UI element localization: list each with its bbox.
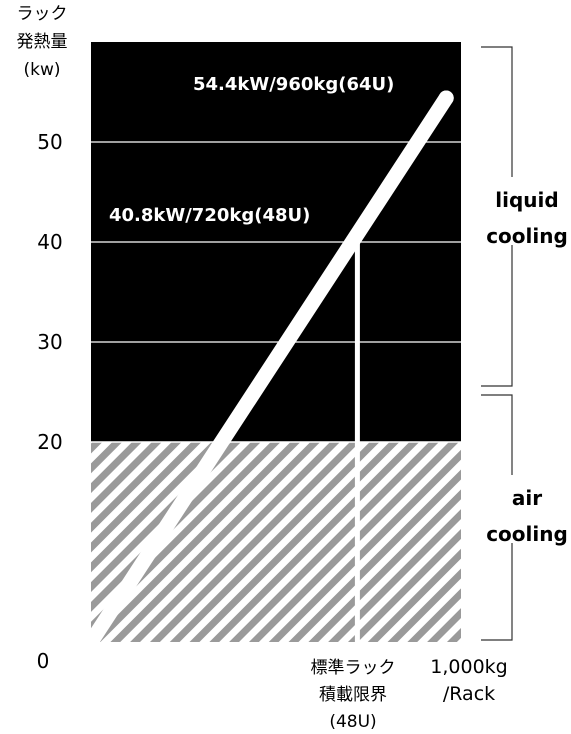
x-label-720-line-2: (48U) bbox=[329, 712, 376, 732]
data-point-0 bbox=[91, 634, 99, 642]
x-label-1000-line-1: /Rack bbox=[443, 683, 495, 705]
y-axis-ticks: 0 20 30 40 50 bbox=[37, 130, 63, 673]
x-label-1000-line-0: 1,000kg bbox=[430, 656, 507, 678]
zone-brackets: liquid cooling air cooling bbox=[481, 46, 568, 641]
bracket-gap-0 bbox=[505, 177, 519, 245]
zone-area-1 bbox=[91, 442, 461, 642]
y-tick-label-0: 0 bbox=[37, 649, 50, 673]
y-axis-label-line-1: 発熱量 bbox=[17, 32, 68, 52]
annotation-0: 54.4kW/960kg(64U) bbox=[193, 74, 394, 95]
y-tick-label-30: 30 bbox=[37, 330, 62, 354]
annotation-1: 40.8kW/720kg(48U) bbox=[109, 205, 310, 226]
y-tick-label-20: 20 bbox=[37, 430, 62, 454]
series-line-0 bbox=[91, 90, 454, 642]
y-tick-label-50: 50 bbox=[37, 130, 62, 154]
y-tick-label-40: 40 bbox=[37, 230, 62, 254]
gridlines bbox=[91, 141, 461, 443]
y-axis-label-line-2: (kw) bbox=[23, 60, 60, 80]
x-label-720-line-1: 積載限界 bbox=[319, 685, 387, 705]
x-label-720-line-0: 標準ラック bbox=[311, 658, 396, 678]
zone-label-1-line-0: air bbox=[512, 486, 542, 510]
annotations: 54.4kW/960kg(64U) 40.8kW/720kg(48U) bbox=[109, 74, 394, 226]
y-axis-label-line-0: ラック bbox=[17, 4, 68, 24]
series-layer bbox=[91, 90, 454, 642]
bracket-gap-1 bbox=[505, 475, 519, 543]
zone-label-0-line-1: cooling bbox=[486, 224, 568, 248]
zone-label-0-line-0: liquid bbox=[495, 188, 558, 212]
data-point-1 bbox=[438, 90, 454, 106]
zone-label-1-line-1: cooling bbox=[486, 522, 568, 546]
